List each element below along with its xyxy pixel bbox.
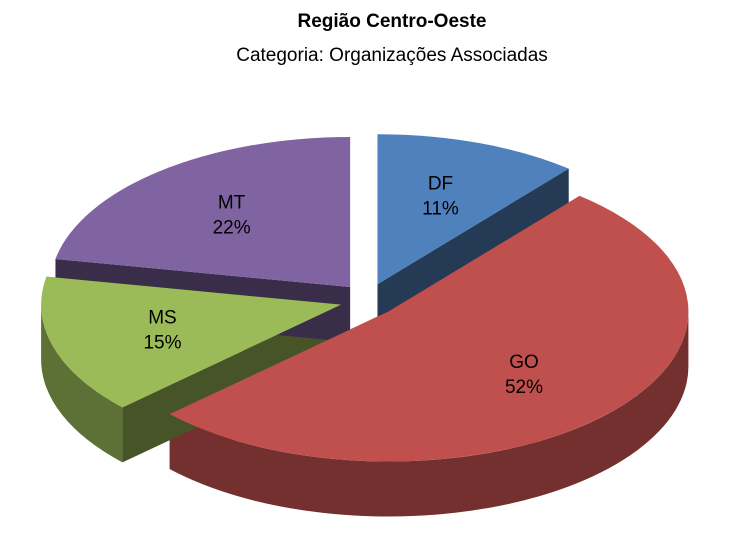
chart-title: Região Centro-Oeste — [298, 11, 487, 32]
tops — [41, 134, 689, 462]
labels: DF 11% GO 52% MS 15% MT 22% — [143, 174, 543, 398]
slice — [169, 195, 689, 462]
slice-category-label: DF — [428, 174, 453, 195]
slice-value-label: 52% — [505, 377, 543, 398]
slice-side — [169, 311, 689, 517]
slice — [41, 276, 342, 408]
slice-value-label: 11% — [422, 199, 459, 220]
chart-subtitle: Categoria: Organizações Associadas — [236, 45, 548, 66]
slice-value-label: 22% — [213, 217, 251, 238]
slice-category-label: GO — [509, 352, 539, 373]
slice — [55, 137, 351, 288]
slice-category-label: MS — [148, 308, 177, 329]
slice — [377, 134, 569, 285]
slice-category-label: MT — [218, 192, 246, 213]
slice-value-label: 15% — [143, 333, 181, 354]
slice-side — [41, 304, 123, 463]
